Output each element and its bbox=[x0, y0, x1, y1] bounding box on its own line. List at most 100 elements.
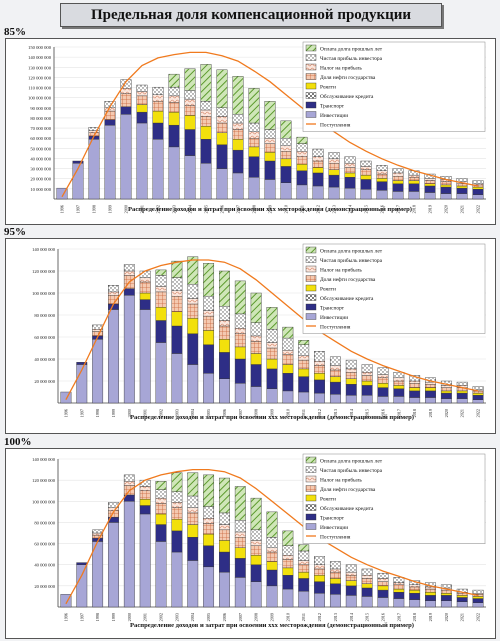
x-tick-label: 2004 bbox=[188, 204, 193, 213]
bar-segment bbox=[136, 111, 148, 124]
bar-segment bbox=[282, 554, 294, 560]
bar-segment bbox=[393, 591, 405, 599]
bar-segment bbox=[329, 365, 341, 371]
x-tick-label: 2020 bbox=[444, 409, 449, 417]
bar-segment bbox=[203, 310, 215, 317]
bar-segment bbox=[456, 390, 468, 394]
bar-segment bbox=[200, 64, 212, 102]
bar-segment bbox=[123, 474, 135, 482]
bar-segment bbox=[266, 511, 278, 538]
bar-segment bbox=[108, 507, 119, 511]
bar-segment bbox=[232, 129, 244, 140]
bar-segment bbox=[250, 554, 262, 565]
x-tick-label: 2012 bbox=[316, 205, 321, 213]
bar-segment bbox=[377, 374, 389, 378]
bar-segment bbox=[472, 392, 484, 396]
bar-segment bbox=[248, 131, 260, 139]
bar-segment bbox=[92, 529, 104, 534]
bar-segment bbox=[250, 364, 262, 387]
legend-label: Чистая прибыль инвестора bbox=[320, 55, 383, 62]
bar-segment bbox=[187, 284, 199, 299]
bar-segment bbox=[298, 590, 310, 608]
bar-segment bbox=[203, 566, 215, 608]
bar-segment bbox=[187, 303, 199, 319]
x-tick-label: 2002 bbox=[159, 409, 164, 417]
y-tick-label: 70 000 000 bbox=[30, 126, 51, 131]
bar-segment bbox=[472, 186, 484, 190]
x-tick-label: 2006 bbox=[220, 205, 225, 213]
bar-segment bbox=[456, 597, 468, 602]
bar-segment bbox=[248, 146, 260, 157]
bar-segment bbox=[314, 556, 325, 565]
bar-segment bbox=[56, 187, 68, 200]
bar-segment bbox=[264, 129, 276, 139]
chart-3: 140 000 000 120 000 000 100 000 000 80 000 … bbox=[32, 453, 486, 629]
bar-segment bbox=[88, 139, 100, 200]
bar-segment bbox=[139, 299, 151, 310]
bar-segment bbox=[472, 386, 484, 390]
bar-segment bbox=[123, 481, 135, 486]
legend-swatch bbox=[305, 313, 317, 320]
x-tick-label: 2011 bbox=[300, 205, 305, 213]
bar-segment bbox=[376, 170, 388, 175]
bar-segment bbox=[328, 162, 340, 170]
bar-segment bbox=[329, 561, 341, 570]
bar-segment bbox=[312, 148, 324, 157]
bar-segment bbox=[456, 178, 468, 182]
bar-segment bbox=[234, 558, 246, 578]
bar-segment bbox=[328, 169, 340, 176]
bar-segment bbox=[120, 93, 132, 107]
bar-segment bbox=[234, 520, 246, 533]
bar-segment bbox=[76, 562, 88, 565]
bar-segment bbox=[345, 595, 357, 608]
bar-segment bbox=[280, 166, 292, 183]
x-tick-label: 2010 bbox=[285, 613, 290, 621]
chart-panel-3: 140 000 000 120 000 000 100 000 000 80 000 … bbox=[5, 448, 496, 639]
bar-segment bbox=[187, 256, 199, 285]
bar-segment bbox=[345, 585, 357, 596]
bar-segment bbox=[139, 505, 151, 515]
bar-segment bbox=[280, 182, 292, 200]
bar-segment bbox=[344, 187, 356, 200]
bar-segment bbox=[329, 578, 341, 584]
bar-segment bbox=[88, 130, 100, 133]
bar-segment bbox=[139, 498, 151, 506]
bar-segment bbox=[314, 360, 325, 366]
bar-segment bbox=[216, 122, 228, 133]
bar-segment bbox=[298, 344, 310, 356]
bar-segment bbox=[392, 175, 404, 181]
chart-3-label: 100% bbox=[4, 436, 32, 448]
bar-segment bbox=[424, 192, 436, 200]
y-tick-label: 20 000 000 bbox=[34, 379, 55, 384]
y-tick-label: 100 000 000 bbox=[28, 96, 52, 101]
bar-segment bbox=[409, 589, 421, 594]
bar-segment bbox=[361, 371, 373, 376]
bar-segment bbox=[377, 377, 389, 384]
bar-segment bbox=[360, 179, 372, 190]
bar-segment bbox=[298, 578, 310, 592]
bar-segment bbox=[408, 174, 420, 178]
bar-segment bbox=[234, 346, 246, 360]
legend-swatch bbox=[305, 475, 317, 483]
bar-segment bbox=[108, 309, 119, 404]
x-tick-label: 2013 bbox=[333, 409, 338, 417]
x-tick-label: 2022 bbox=[476, 205, 481, 213]
bar-segment bbox=[345, 395, 357, 404]
bar-segment bbox=[266, 551, 278, 562]
bar-segment bbox=[298, 560, 310, 565]
bar-segment bbox=[440, 398, 452, 404]
x-tick-label: 2003 bbox=[174, 613, 179, 621]
x-axis-label: Распределение доходов и затрат при освое… bbox=[130, 622, 414, 629]
bar-segment bbox=[152, 139, 164, 200]
x-tick-label: 2014 bbox=[348, 204, 353, 213]
bar-segment bbox=[203, 330, 215, 345]
bar-segment bbox=[155, 489, 167, 499]
bar-segment bbox=[344, 156, 356, 164]
bar-segment bbox=[108, 522, 119, 608]
bar-segment bbox=[296, 143, 308, 152]
bar-segment bbox=[76, 564, 88, 608]
legend-swatch bbox=[305, 456, 317, 464]
x-tick-label: 2021 bbox=[460, 613, 465, 621]
y-tick-label: 130 000 000 bbox=[28, 65, 52, 70]
bar-segment bbox=[234, 382, 246, 404]
